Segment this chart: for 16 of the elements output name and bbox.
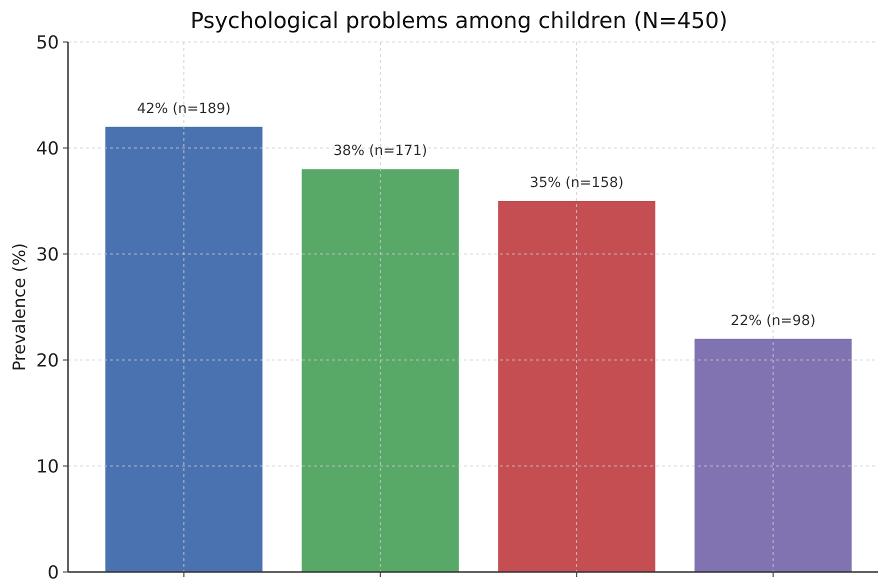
y-axis-title: Prevalence (%): [10, 242, 30, 372]
chart-title: Psychological problems among children (N=450): [190, 9, 728, 34]
y-tick-label: 0: [48, 562, 59, 581]
y-tick-label: 10: [36, 456, 59, 478]
data-label: 22% (n=98): [730, 312, 816, 329]
bar: [694, 338, 852, 572]
y-tick-label: 20: [36, 350, 59, 372]
bar: [302, 169, 459, 572]
data-label: 35% (n=158): [530, 175, 624, 191]
bar: [498, 201, 656, 572]
data-label: 38% (n=171): [333, 143, 428, 160]
data-label: 42% (n=189): [136, 100, 231, 117]
bar: [105, 126, 262, 572]
y-tick-label: 50: [36, 32, 59, 54]
y-tick-label: 30: [36, 244, 59, 266]
y-tick-label: 40: [36, 138, 59, 160]
